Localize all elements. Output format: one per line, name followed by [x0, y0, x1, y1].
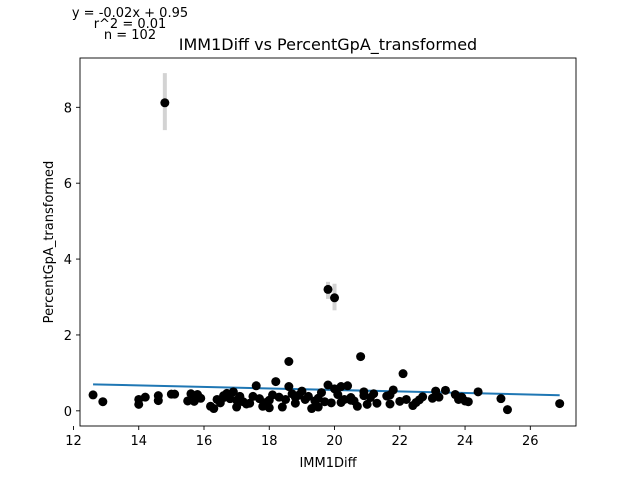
- data-point: [440, 385, 450, 395]
- y-tick-label: 2: [64, 329, 72, 344]
- data-point: [170, 389, 180, 399]
- data-point: [88, 390, 98, 400]
- data-point: [316, 388, 326, 398]
- data-point: [330, 293, 340, 303]
- data-point: [153, 391, 163, 401]
- data-point: [277, 402, 287, 412]
- x-tick-label: 16: [196, 434, 213, 449]
- data-point: [372, 398, 382, 408]
- data-point: [473, 387, 483, 397]
- data-point: [232, 402, 242, 412]
- data-point: [369, 389, 379, 399]
- data-point: [336, 397, 346, 407]
- data-point: [427, 393, 437, 403]
- data-point: [362, 399, 372, 409]
- x-tick-label: 18: [261, 434, 278, 449]
- data-point: [398, 369, 408, 379]
- data-point: [241, 399, 251, 409]
- data-point: [251, 381, 261, 391]
- y-tick-label: 4: [64, 253, 72, 268]
- data-point: [160, 98, 170, 108]
- y-axis-label: PercentGpA_transformed: [42, 161, 57, 324]
- data-point: [401, 394, 411, 404]
- x-tick-label: 24: [457, 434, 474, 449]
- data-point: [219, 393, 229, 403]
- data-point: [336, 382, 346, 392]
- data-point: [333, 390, 343, 400]
- data-point: [183, 396, 193, 406]
- x-tick-label: 22: [392, 434, 409, 449]
- data-point: [196, 393, 206, 403]
- sample-count: n = 102: [104, 28, 156, 43]
- data-point: [359, 391, 369, 401]
- data-point: [323, 284, 333, 294]
- data-point: [254, 394, 264, 404]
- data-point: [297, 386, 307, 396]
- y-tick-label: 6: [64, 177, 72, 192]
- data-point: [140, 392, 150, 402]
- data-point: [232, 395, 242, 405]
- y-tick-label: 0: [64, 405, 72, 420]
- data-point: [323, 380, 333, 390]
- data-point: [98, 397, 108, 407]
- y-tick-label: 8: [64, 101, 72, 116]
- x-tick-label: 14: [130, 434, 147, 449]
- x-tick-label: 26: [522, 434, 539, 449]
- data-point: [290, 392, 300, 402]
- data-point: [206, 401, 216, 411]
- data-point: [346, 395, 356, 405]
- data-point: [186, 389, 196, 399]
- data-point: [261, 397, 271, 407]
- plot-area: [80, 58, 576, 426]
- data-point: [313, 402, 323, 412]
- x-tick-label: 20: [326, 434, 343, 449]
- data-point: [326, 398, 336, 408]
- data-point: [356, 352, 366, 362]
- r-squared: r^2 = 0.01: [94, 17, 167, 32]
- plot-frame: [79, 57, 577, 427]
- data-point: [284, 357, 294, 367]
- chart-title: IMM1Diff vs PercentGpA_transformed: [179, 35, 477, 55]
- data-point: [352, 401, 362, 411]
- data-point: [463, 397, 473, 407]
- data-point: [502, 405, 512, 415]
- data-point: [281, 394, 291, 404]
- x-tick-label: 12: [65, 434, 82, 449]
- fit-equation: y = -0.02x + 0.95: [72, 6, 188, 21]
- data-point: [385, 390, 395, 400]
- data-point: [496, 394, 506, 404]
- data-point: [343, 381, 353, 391]
- data-point: [418, 392, 428, 402]
- x-axis-label: IMM1Diff: [299, 456, 357, 471]
- data-point: [411, 397, 421, 407]
- data-point: [385, 399, 395, 409]
- data-point: [271, 377, 281, 387]
- data-point: [228, 387, 238, 397]
- data-point: [555, 399, 565, 409]
- data-point: [457, 392, 467, 402]
- data-point: [284, 382, 294, 392]
- data-point: [300, 394, 310, 404]
